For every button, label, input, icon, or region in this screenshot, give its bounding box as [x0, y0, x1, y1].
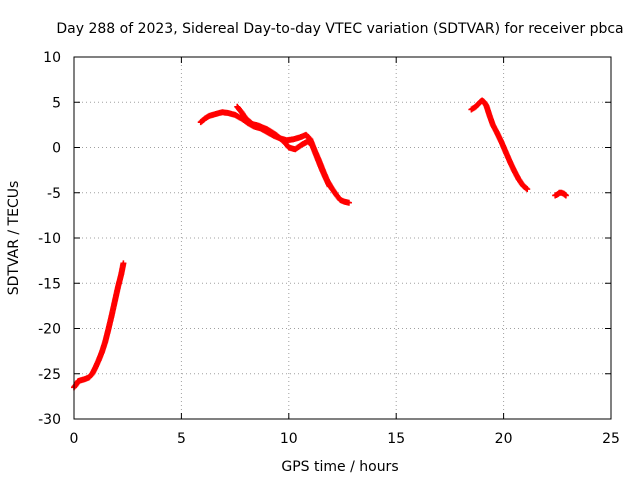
series-segment-4: [552, 189, 569, 199]
y-tick-label: -25: [38, 367, 61, 383]
data-point: [562, 192, 569, 199]
x-tick-label: 25: [602, 431, 620, 447]
y-tick-label: 5: [52, 95, 61, 111]
series-segment-1: [71, 260, 127, 391]
data-point: [326, 183, 333, 190]
x-tick-label: 10: [280, 431, 298, 447]
x-tick-label: 20: [495, 431, 513, 447]
series-segment-2b: [234, 103, 333, 190]
series-segment-3: [468, 97, 531, 193]
data-points: [71, 97, 569, 391]
x-tick-label: 15: [387, 431, 405, 447]
y-tick-label: 10: [43, 50, 61, 66]
data-point: [120, 260, 127, 267]
x-axis-title: GPS time / hours: [281, 459, 398, 475]
y-tick-label: 0: [52, 141, 61, 157]
x-tick-labels: 0 5 10 15 20 25: [70, 431, 620, 447]
y-tick-labels: 10 5 0 -5 -10 -15 -20 -25 -30: [38, 50, 61, 428]
y-tick-label: -30: [38, 412, 61, 428]
x-tick-label: 5: [177, 431, 186, 447]
y-axis-title: SDTVAR / TECUs: [6, 181, 22, 296]
x-tick-label: 0: [70, 431, 79, 447]
y-tick-label: -10: [38, 231, 61, 247]
chart-title: Day 288 of 2023, Sidereal Day-to-day VTE…: [56, 21, 623, 37]
plot-frame: [73, 56, 612, 420]
y-tick-label: -5: [47, 186, 61, 202]
y-tick-label: -20: [38, 322, 61, 338]
y-tick-label: -15: [38, 276, 61, 292]
series-segment-2: [197, 109, 352, 206]
data-point: [524, 186, 531, 193]
data-point: [345, 199, 352, 206]
grid-lines: [74, 57, 611, 419]
